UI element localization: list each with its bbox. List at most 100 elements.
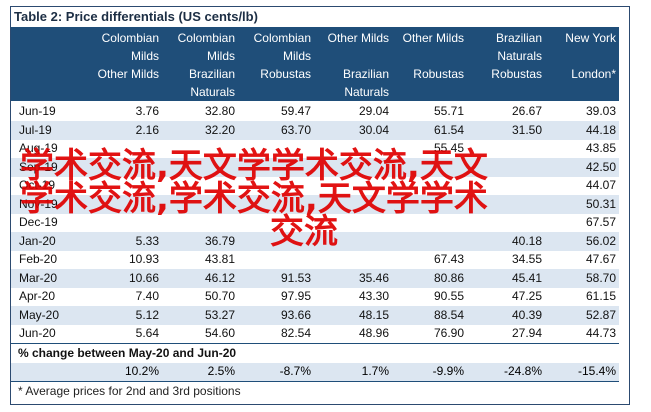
table-cell: 90.55 bbox=[433, 289, 464, 303]
table-cell: 35.46 bbox=[358, 270, 389, 285]
table-cell: 43.30 bbox=[358, 289, 389, 303]
table-cell: 97.95 bbox=[280, 289, 311, 303]
row-label: Jun-19 bbox=[19, 104, 56, 118]
column-header-line: New York bbox=[565, 31, 616, 45]
table-cell: 56.02 bbox=[585, 233, 616, 248]
column-header: Brazilian Naturals Robustas bbox=[491, 29, 542, 101]
row-label: Apr-20 bbox=[19, 289, 56, 303]
column-header-line bbox=[386, 47, 389, 65]
divider bbox=[11, 381, 619, 382]
table-cell: 91.53 bbox=[280, 270, 311, 285]
column-header: Other Milds Robustas bbox=[403, 29, 464, 101]
table-cell: 36.79 bbox=[204, 233, 235, 248]
row-label: Mar-20 bbox=[19, 270, 58, 285]
table-cell: 55.71 bbox=[433, 104, 464, 118]
table-header: Colombian Milds Other Milds Colombian Milds B… bbox=[11, 27, 619, 101]
column-header-line: Other Milds bbox=[402, 31, 464, 45]
row-label: Jun-20 bbox=[19, 326, 56, 340]
row-label: Jul-19 bbox=[19, 122, 52, 137]
table-row: Aug-19 55.45 43.85 bbox=[11, 139, 619, 158]
table-row: Apr-20 7.40 50.70 97.95 43.30 90.55 47.25 61.15 bbox=[11, 287, 619, 306]
pct-change-cell: -8.7% bbox=[279, 364, 311, 378]
row-label: Feb-20 bbox=[19, 252, 58, 266]
table-cell: 52.87 bbox=[585, 307, 616, 322]
column-header: New York London* bbox=[565, 29, 616, 101]
divider bbox=[11, 343, 619, 344]
table-title: Table 2: Price differentials (US cents/l… bbox=[14, 9, 258, 24]
column-header: Other Milds Brazilian Naturals bbox=[328, 29, 389, 101]
column-header-line: Milds bbox=[282, 49, 311, 63]
table-cell: 48.15 bbox=[358, 307, 389, 322]
column-header-line: Brazilian bbox=[342, 67, 389, 81]
table-cell: 32.20 bbox=[204, 122, 235, 137]
row-label: Nov-19 bbox=[19, 196, 58, 211]
column-header-line: Milds bbox=[130, 49, 159, 63]
table-cell: 44.73 bbox=[585, 326, 616, 340]
table-row: Oct-19 44.07 bbox=[11, 176, 619, 195]
row-label: Sep-19 bbox=[19, 159, 58, 174]
column-header-line: Brazilian bbox=[495, 31, 542, 45]
table-cell: 7.40 bbox=[135, 289, 159, 303]
table-cell: 10.93 bbox=[128, 252, 159, 266]
table-cell: 80.86 bbox=[433, 270, 464, 285]
column-header-line: Colombian bbox=[253, 31, 311, 45]
table-cell: 43.85 bbox=[585, 141, 616, 155]
pct-change-cell: -24.8% bbox=[503, 364, 542, 378]
pct-change-cell: 1.7% bbox=[361, 364, 389, 378]
column-header-line: Colombian bbox=[177, 31, 235, 45]
table-row: Jun-20 5.64 54.60 82.54 48.96 76.90 27.94 44.73 bbox=[11, 324, 619, 343]
column-header-line bbox=[613, 47, 616, 65]
table-cell: 58.70 bbox=[585, 270, 616, 285]
table-cell: 34.55 bbox=[511, 252, 542, 266]
table-cell: 59.47 bbox=[280, 104, 311, 118]
column-header: Colombian Milds Robustas bbox=[254, 29, 311, 101]
table-cell: 3.76 bbox=[135, 104, 159, 118]
column-header-line: Naturals bbox=[344, 85, 389, 99]
table-cell: 26.67 bbox=[511, 104, 542, 118]
table-cell: 40.18 bbox=[511, 233, 542, 248]
table-cell: 67.43 bbox=[433, 252, 464, 266]
table-cell: 63.70 bbox=[280, 122, 311, 137]
footnote: * Average prices for 2nd and 3rd positio… bbox=[18, 384, 241, 398]
table-cell: 47.25 bbox=[511, 289, 542, 303]
column-header: Colombian Milds Other Milds bbox=[98, 29, 159, 101]
table-cell: 39.03 bbox=[585, 104, 616, 118]
table-row: Feb-20 10.93 43.81 67.43 34.55 47.67 bbox=[11, 250, 619, 269]
table-cell: 44.07 bbox=[585, 178, 616, 192]
column-header-line: Colombian bbox=[101, 31, 159, 45]
table-cell: 2.16 bbox=[135, 122, 159, 137]
table-cell: 45.41 bbox=[511, 270, 542, 285]
table-cell: 82.54 bbox=[280, 326, 311, 340]
table-cell: 31.50 bbox=[511, 122, 542, 137]
table-row: Jan-20 5.33 36.79 40.18 56.02 bbox=[11, 231, 619, 251]
table-cell: 48.96 bbox=[358, 326, 389, 340]
row-label: Oct-19 bbox=[19, 178, 56, 192]
table-cell: 44.18 bbox=[585, 122, 616, 137]
column-header-line: Robustas bbox=[491, 67, 542, 81]
pct-change-cell: -9.9% bbox=[432, 364, 464, 378]
table-cell: 32.80 bbox=[204, 104, 235, 118]
table-row: May-20 5.12 53.27 93.66 48.15 88.54 40.39 52.87 bbox=[11, 305, 619, 325]
table-cell: 61.54 bbox=[433, 122, 464, 137]
table-cell: 46.12 bbox=[204, 270, 235, 285]
column-header-line: Brazilian bbox=[188, 67, 235, 81]
pct-change-row: 10.2% 2.5% -8.7% 1.7% -9.9% -24.8% -15.4% bbox=[11, 363, 619, 381]
column-header-line: Robustas bbox=[413, 67, 464, 81]
table-row: Mar-20 10.66 46.12 91.53 35.46 80.86 45.41 58.7… bbox=[11, 268, 619, 288]
table-cell: 29.04 bbox=[358, 104, 389, 118]
table-row: Dec-19 67.57 bbox=[11, 213, 619, 232]
row-label: May-20 bbox=[19, 307, 60, 322]
column-header-line: Naturals bbox=[190, 85, 235, 99]
row-label: Aug-19 bbox=[19, 141, 58, 155]
table-cell: 88.54 bbox=[433, 307, 464, 322]
table-cell: 10.66 bbox=[128, 270, 159, 285]
table-cell: 30.04 bbox=[358, 122, 389, 137]
pct-change-cell: -15.4% bbox=[577, 364, 616, 378]
table-row: Sep-19 42.50 bbox=[11, 157, 619, 177]
table-cell: 53.27 bbox=[204, 307, 235, 322]
column-header: Colombian Milds Brazilian Naturals bbox=[178, 29, 235, 101]
table-cell: 27.94 bbox=[511, 326, 542, 340]
table-cell: 47.67 bbox=[585, 252, 616, 266]
table-cell: 55.45 bbox=[433, 141, 464, 155]
table-cell: 54.60 bbox=[204, 326, 235, 340]
